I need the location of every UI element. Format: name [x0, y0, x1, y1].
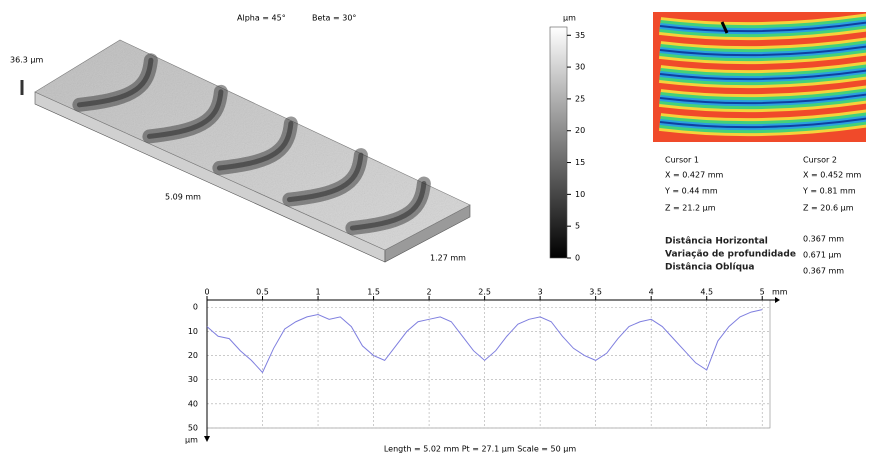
x-tick-label: 4 — [649, 288, 654, 297]
x-tick-label: 3.5 — [589, 288, 602, 297]
heatmap-band — [659, 117, 866, 129]
y-axis-arrow — [204, 436, 210, 442]
surface-groove — [76, 57, 154, 108]
colorbar-tick-label: 15 — [575, 158, 585, 167]
cursor-y: Y = 0.81 mm — [802, 187, 856, 196]
plot-area — [206, 299, 771, 429]
profile-line — [206, 309, 763, 374]
x-tick-label: 1 — [315, 288, 320, 297]
x-tick-label: 2 — [427, 288, 432, 297]
cursor-title: Cursor 1 — [665, 156, 699, 165]
surface-3d — [20, 39, 471, 263]
surface-groove — [216, 120, 294, 171]
measure-label: Distância Oblíqua — [665, 263, 755, 273]
cursor-x: X = 0.427 mm — [665, 171, 724, 180]
colorbar-tick-label: 25 — [575, 94, 585, 103]
heatmap-band — [659, 45, 866, 57]
heatmap — [653, 12, 866, 142]
cursor-x: X = 0.452 mm — [803, 171, 862, 180]
measure-value: 0.671 µm — [803, 251, 842, 260]
height-label: 36.3 µm — [10, 56, 43, 65]
surface-groove — [349, 181, 427, 231]
colorbar — [549, 26, 568, 259]
measure-label: Variação de profundidade — [665, 250, 796, 260]
y-tick-label: 50 — [188, 424, 198, 433]
surface-groove — [146, 89, 224, 139]
y-tick-label: 30 — [188, 375, 198, 384]
width-label: 1.27 mm — [430, 254, 466, 263]
colorbar-tick-label: 30 — [575, 63, 585, 72]
y-tick-label: 10 — [188, 327, 198, 336]
colorbar-tick-label: 20 — [575, 126, 585, 135]
cursor-y: Y = 0.44 mm — [664, 187, 718, 196]
x-tick-label: 0 — [204, 288, 209, 297]
y-tick-label: 0 — [193, 303, 198, 312]
alpha: Alpha = 45° — [237, 14, 286, 23]
y-tick-label: 40 — [188, 399, 198, 408]
measure-label: Distância Horizontal — [665, 237, 768, 247]
x-tick-label: 1.5 — [367, 288, 380, 297]
measure-value: 0.367 mm — [803, 235, 844, 244]
measure-value: 0.367 mm — [803, 267, 844, 276]
y-tick-label: 20 — [188, 351, 198, 360]
heatmap-band — [659, 21, 866, 33]
caption: Length = 5.02 mm Pt = 27.1 µm Scale = 50… — [384, 445, 577, 454]
x-unit: mm — [772, 288, 788, 297]
colorbar-unit: µm — [563, 14, 576, 23]
x-tick-label: 0.5 — [256, 288, 269, 297]
cursor-title: Cursor 2 — [803, 156, 837, 165]
heatmap-band — [659, 69, 866, 81]
cursor-z: Z = 21.2 µm — [665, 204, 716, 213]
length-label: 5.09 mm — [165, 193, 201, 202]
colorbar-tick-label: 0 — [575, 254, 580, 263]
colorbar-tick-label: 5 — [575, 222, 580, 231]
x-tick-label: 2.5 — [478, 288, 491, 297]
surface-groove — [286, 152, 364, 203]
x-axis-arrow — [775, 297, 780, 303]
x-tick-label: 4.5 — [700, 288, 713, 297]
colorbar-tick-label: 10 — [575, 190, 585, 199]
y-unit: µm — [185, 436, 198, 445]
x-tick-label: 5 — [760, 288, 765, 297]
x-tick-label: 3 — [538, 288, 543, 297]
heatmap-band — [659, 93, 866, 105]
cursor-z: Z = 20.6 µm — [803, 204, 854, 213]
colorbar-tick-label: 35 — [575, 31, 585, 40]
beta: Beta = 30° — [312, 14, 356, 23]
